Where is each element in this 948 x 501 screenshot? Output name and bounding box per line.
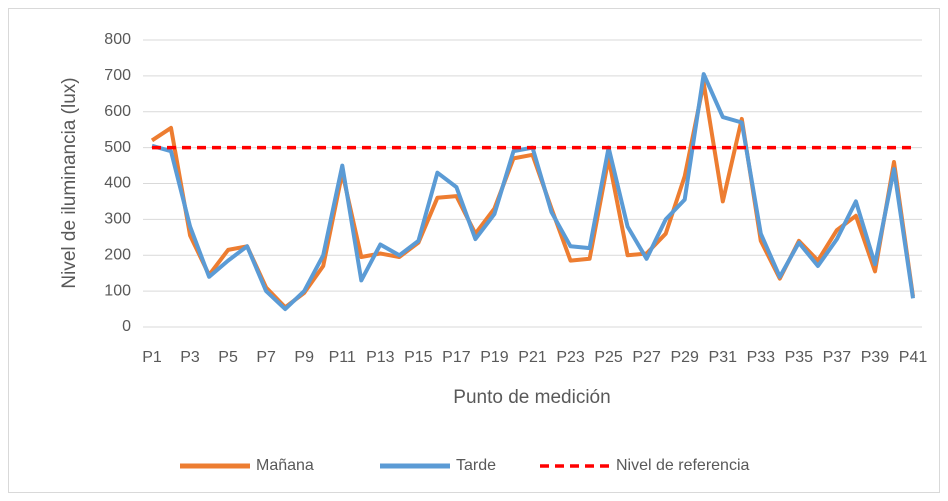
y-tick-label: 200 bbox=[104, 246, 131, 263]
y-tick-label: 800 bbox=[104, 31, 131, 48]
y-tick-label: 300 bbox=[104, 211, 131, 228]
x-tick-label: P23 bbox=[556, 349, 585, 366]
y-tick-label: 0 bbox=[122, 318, 131, 335]
x-tick-label: P29 bbox=[670, 349, 699, 366]
x-tick-label: P11 bbox=[329, 349, 356, 366]
x-axis-title: Punto de medición bbox=[453, 387, 610, 408]
x-tick-label: P27 bbox=[632, 349, 661, 366]
y-tick-label: 100 bbox=[104, 282, 131, 299]
x-tick-label: P21 bbox=[518, 349, 547, 366]
x-tick-label: P33 bbox=[747, 349, 776, 366]
x-tick-label: P37 bbox=[823, 349, 852, 366]
x-tick-label: P41 bbox=[899, 349, 928, 366]
legend-label: Mañana bbox=[256, 457, 314, 474]
x-tick-label: P25 bbox=[594, 349, 623, 366]
x-tick-label: P5 bbox=[218, 349, 238, 366]
x-tick-label: P7 bbox=[256, 349, 276, 366]
y-tick-label: 600 bbox=[104, 103, 131, 120]
x-tick-label: P3 bbox=[180, 349, 200, 366]
y-tick-label: 700 bbox=[104, 67, 131, 84]
legend-label: Tarde bbox=[456, 457, 496, 474]
x-tick-label: P19 bbox=[480, 349, 509, 366]
x-tick-label: P35 bbox=[785, 349, 814, 366]
legend-label: Nivel de referencia bbox=[616, 457, 750, 474]
x-tick-label: P17 bbox=[442, 349, 471, 366]
chart-border bbox=[8, 8, 940, 493]
y-tick-label: 400 bbox=[104, 175, 131, 192]
x-tick-label: P39 bbox=[861, 349, 890, 366]
x-tick-label: P1 bbox=[142, 349, 162, 366]
y-tick-label: 500 bbox=[104, 139, 131, 156]
x-tick-label: P15 bbox=[404, 349, 433, 366]
x-tick-label: P9 bbox=[294, 349, 314, 366]
y-axis-title: Nivel de iluminancia (lux) bbox=[59, 77, 80, 288]
x-tick-label: P13 bbox=[366, 349, 395, 366]
x-tick-label: P31 bbox=[709, 349, 738, 366]
